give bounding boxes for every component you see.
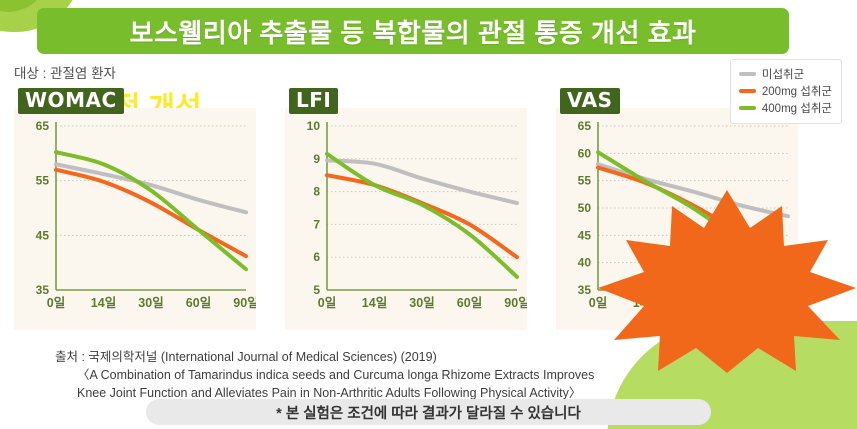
svg-text:65: 65 xyxy=(578,119,592,133)
chart-badge-womac: WOMAC xyxy=(18,88,124,114)
source-citation: 출처 : 국제의학저널 (International Journal of Me… xyxy=(55,348,594,402)
svg-text:14일: 14일 xyxy=(91,296,116,310)
chart-panel-womac xyxy=(14,108,256,330)
svg-text:90일: 90일 xyxy=(233,296,256,310)
disclaimer-text: * 본 실험은 조건에 따라 결과가 달라질 수 있습니다 xyxy=(276,405,581,422)
svg-text:45: 45 xyxy=(578,228,592,242)
svg-text:14일: 14일 xyxy=(362,296,387,310)
svg-text:55: 55 xyxy=(578,174,592,188)
study-subject-label: 대상 : 관절염 환자 xyxy=(14,66,116,81)
citation-line-2: 〈A Combination of Tamarindus indica seed… xyxy=(77,368,595,383)
legend-swatch-control xyxy=(738,72,756,76)
svg-text:40: 40 xyxy=(578,256,592,270)
svg-text:0일: 0일 xyxy=(318,296,336,310)
svg-text:30일: 30일 xyxy=(409,296,434,310)
line-chart-womac: 35 45 55 65 0일 14일 30일 60일 90일 xyxy=(36,119,256,310)
legend-item-200mg: 200mg 섭취군 xyxy=(738,83,832,99)
svg-text:60일: 60일 xyxy=(457,296,482,310)
svg-text:90일: 90일 xyxy=(504,296,527,310)
legend-label-400mg: 400mg 섭취군 xyxy=(761,103,832,115)
legend-swatch-200mg xyxy=(738,89,756,93)
svg-text:35: 35 xyxy=(36,283,50,297)
citation-line-3: Knee Joint Function and Alleviates Pain … xyxy=(77,386,582,401)
svg-text:6: 6 xyxy=(313,250,320,264)
callout-starburst xyxy=(598,190,856,373)
legend-item-400mg: 400mg 섭취군 xyxy=(738,100,832,116)
chart-badge-vas: VAS xyxy=(560,88,620,114)
svg-text:35: 35 xyxy=(578,283,592,297)
citation-line-1: 출처 : 국제의학저널 (International Journal of Me… xyxy=(55,350,437,364)
legend-label-control: 미섭취군 xyxy=(761,69,805,81)
legend-swatch-400mg xyxy=(738,106,756,110)
chart-panel-lfi xyxy=(285,108,527,330)
chart-legend: 미섭취군 200mg 섭취군 400mg 섭취군 xyxy=(729,59,842,124)
svg-text:9: 9 xyxy=(313,152,320,166)
svg-text:65: 65 xyxy=(36,119,50,133)
svg-text:5: 5 xyxy=(313,283,320,297)
svg-text:30일: 30일 xyxy=(138,296,163,310)
svg-text:8: 8 xyxy=(313,185,320,199)
svg-text:50: 50 xyxy=(578,201,592,215)
disclaimer-banner: * 본 실험은 조건에 따라 결과가 달라질 수 있습니다 xyxy=(146,399,711,425)
svg-text:0일: 0일 xyxy=(47,296,65,310)
svg-text:0일: 0일 xyxy=(589,296,607,310)
page-title-bar: 보스웰리아 추출물 등 복합물의 관절 통증 개선 효과 xyxy=(37,8,789,54)
line-chart-lfi: 5 6 7 8 9 10 0일 14일 30일 60일 90일 xyxy=(307,119,527,310)
svg-text:60: 60 xyxy=(578,146,592,160)
svg-text:45: 45 xyxy=(36,228,50,242)
page-title: 보스웰리아 추출물 등 복합물의 관절 통증 개선 효과 xyxy=(129,17,697,48)
legend-label-200mg: 200mg 섭취군 xyxy=(761,86,832,98)
chart-badge-lfi: LFI xyxy=(289,88,339,114)
svg-text:60일: 60일 xyxy=(186,296,211,310)
svg-text:55: 55 xyxy=(36,174,50,188)
svg-text:10: 10 xyxy=(307,119,321,133)
svg-text:7: 7 xyxy=(313,217,320,231)
legend-item-control: 미섭취군 xyxy=(738,66,832,82)
